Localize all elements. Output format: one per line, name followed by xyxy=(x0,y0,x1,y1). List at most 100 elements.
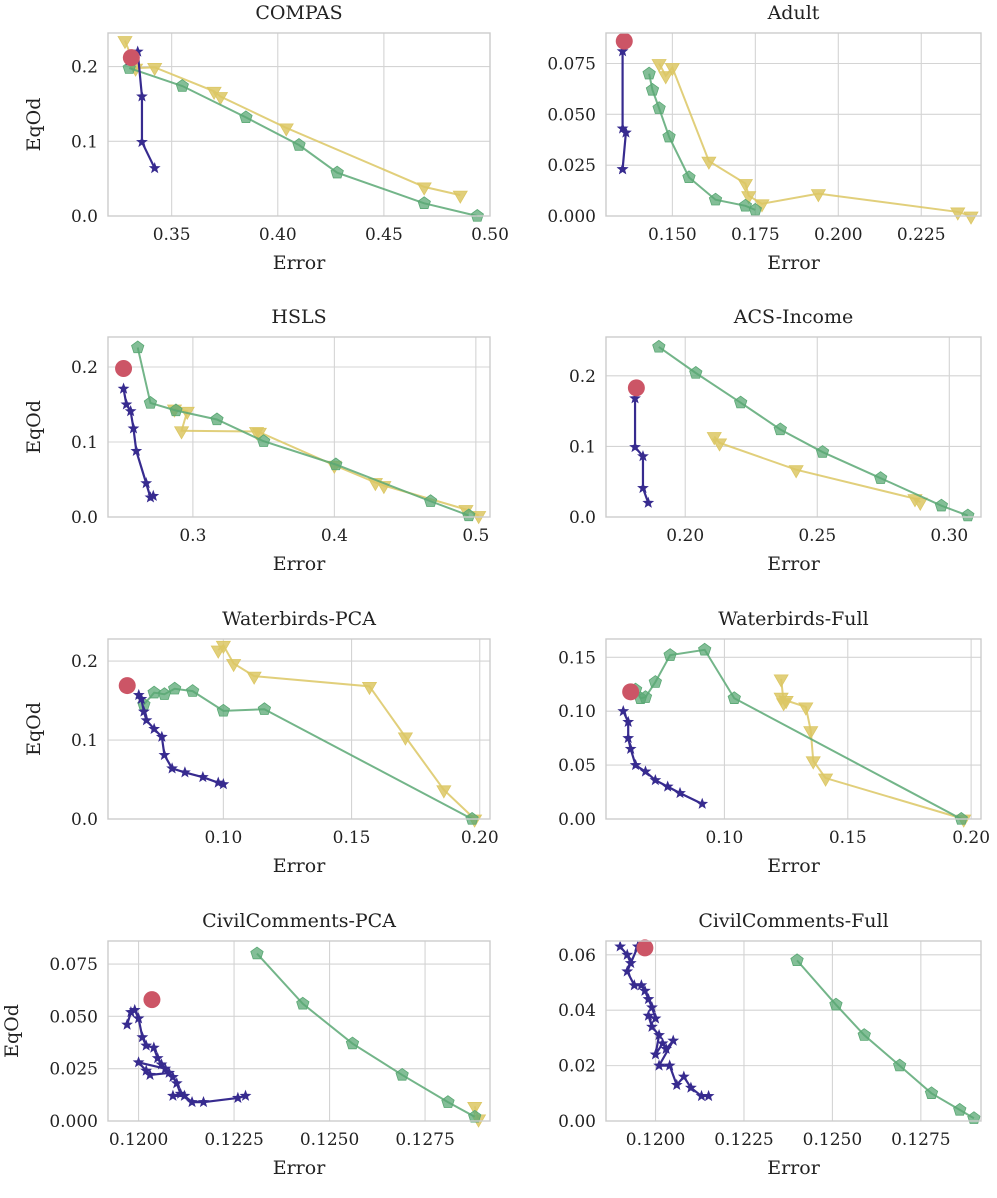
star-marker xyxy=(174,1087,187,1099)
pentagon-marker xyxy=(175,79,189,92)
pentagon-marker xyxy=(892,1058,907,1072)
star-marker xyxy=(620,126,632,138)
star-marker xyxy=(155,730,168,742)
star-marker xyxy=(635,979,648,991)
star-marker xyxy=(163,1066,176,1078)
star-marker xyxy=(132,688,145,701)
star-marker xyxy=(138,705,150,717)
star-marker xyxy=(186,1095,198,1108)
star-marker xyxy=(159,1062,172,1074)
pentagon-marker xyxy=(330,165,344,179)
pentagon-marker xyxy=(748,202,762,216)
y-tick-label: 0.0 xyxy=(71,207,98,227)
x-tick-label: 0.1275 xyxy=(891,1130,950,1150)
x-tick-label: 0.20 xyxy=(952,828,990,848)
pentagon-marker xyxy=(210,412,224,426)
panel-title: Adult xyxy=(767,2,820,24)
y-tick-label: 0.06 xyxy=(558,946,596,966)
triangle-marker xyxy=(278,123,294,137)
star-marker xyxy=(239,1089,252,1101)
star-marker xyxy=(649,1012,662,1024)
series-line-yellow xyxy=(778,678,965,820)
pentagon-marker xyxy=(462,508,476,522)
x-axis-label: Error xyxy=(273,252,326,274)
y-axis-label: EqOd xyxy=(1,1004,23,1058)
star-marker xyxy=(148,162,161,174)
triangle-marker xyxy=(701,156,717,170)
x-tick-label: 0.3 xyxy=(179,526,206,546)
pentagon-marker xyxy=(738,198,753,212)
star-marker xyxy=(622,731,635,744)
star-marker xyxy=(642,1009,655,1021)
triangle-marker xyxy=(737,179,754,193)
x-tick-label: 0.175 xyxy=(731,225,780,245)
series-line-yellow xyxy=(174,408,480,517)
star-marker xyxy=(624,742,637,754)
series-line-green xyxy=(658,346,969,517)
pentagon-marker xyxy=(417,196,431,209)
star-marker xyxy=(685,1081,697,1093)
y-tick-label: 0.000 xyxy=(49,1112,98,1132)
series-green xyxy=(652,339,975,522)
star-marker xyxy=(231,1091,244,1103)
x-tick-label: 0.1225 xyxy=(714,1130,773,1150)
baseline-circle-marker xyxy=(143,991,161,1009)
triangle-marker xyxy=(741,191,757,205)
x-axis-label: Error xyxy=(273,1157,326,1179)
triangle-marker xyxy=(805,756,821,770)
star-marker xyxy=(178,1089,191,1101)
pentagon-marker xyxy=(131,340,145,354)
triangle-marker xyxy=(798,702,814,716)
star-marker xyxy=(646,1001,658,1013)
series-green xyxy=(137,681,479,825)
panel-title: HSLS xyxy=(271,306,326,328)
series-line-green xyxy=(256,952,476,1118)
pentagon-marker xyxy=(934,498,949,512)
y-tick-label: 0.15 xyxy=(558,648,596,668)
star-marker xyxy=(140,714,153,726)
star-marker xyxy=(646,1020,658,1032)
pentagon-marker xyxy=(157,687,172,700)
pentagon-marker xyxy=(698,642,712,656)
series-yellow xyxy=(773,674,972,828)
star-marker xyxy=(128,1003,141,1016)
star-marker xyxy=(639,765,652,777)
star-marker xyxy=(649,1048,662,1060)
series-green xyxy=(628,642,968,825)
pentagon-marker xyxy=(829,997,843,1011)
x-tick-label: 0.1200 xyxy=(626,1130,685,1150)
pentagon-marker xyxy=(727,691,741,704)
series-fair xyxy=(617,705,709,809)
series-yellow xyxy=(210,640,483,828)
y-tick-label: 0.075 xyxy=(547,55,596,75)
star-marker xyxy=(167,1089,179,1101)
star-marker xyxy=(649,774,662,786)
x-axis-label: Error xyxy=(767,1157,820,1179)
triangle-marker xyxy=(436,785,452,799)
series-yellow xyxy=(651,59,979,225)
star-marker xyxy=(151,1052,164,1064)
y-axis-label: EqOd xyxy=(23,702,45,756)
x-tick-label: 0.1250 xyxy=(803,1130,862,1150)
star-marker xyxy=(136,135,148,148)
x-tick-label: 0.20 xyxy=(666,526,704,546)
series-fair xyxy=(117,382,160,503)
chart-panel-4: 0.20 0.25 0.30 0.0 0.1 0.2 ACS-Income Error xyxy=(569,306,982,575)
plot-frame xyxy=(107,940,491,1122)
star-marker xyxy=(217,778,230,790)
y-tick-label: 0.02 xyxy=(558,1057,596,1077)
x-tick-label: 0.1200 xyxy=(109,1130,168,1150)
star-marker xyxy=(616,45,629,57)
triangle-marker xyxy=(147,62,163,77)
chart-panel-2: 0.150 0.175 0.200 0.225 0.000 0.025 0.050 0.075… xyxy=(547,2,982,274)
star-marker xyxy=(642,496,655,508)
star-marker xyxy=(170,1077,183,1089)
pentagon-marker xyxy=(857,1028,871,1041)
series-green xyxy=(790,953,981,1124)
y-tick-label: 0.2 xyxy=(71,652,98,672)
y-tick-label: 0.0 xyxy=(71,810,98,830)
x-tick-label: 0.200 xyxy=(814,225,863,245)
series-green xyxy=(250,946,482,1123)
pentagon-marker xyxy=(790,953,804,967)
pentagon-marker xyxy=(143,396,158,409)
